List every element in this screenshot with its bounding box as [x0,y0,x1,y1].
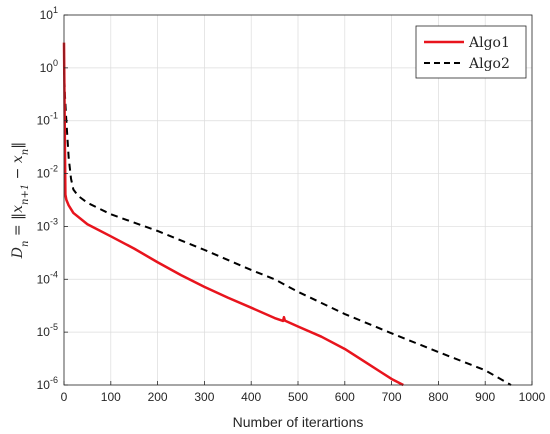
y-tick-base: 10 [40,8,54,22]
y-tick-exponent: -4 [50,269,58,279]
x-tick-label: 1000 [519,390,546,404]
x-tick-label: 300 [194,390,214,404]
x-tick-label: 700 [382,390,402,404]
y-tick-base: 10 [37,167,51,181]
y-tick-base: 10 [37,325,51,339]
x-tick-label: 800 [428,390,448,404]
y-tick-exponent: 1 [53,5,58,15]
y-tick-exponent: -5 [50,322,58,332]
x-tick-label: 200 [148,390,168,404]
y-tick-label: 10-6 [37,375,58,392]
legend-label-algo2: Algo2 [468,56,510,72]
y-tick-label: 10-1 [37,111,58,128]
y-tick-exponent: -3 [50,216,58,226]
x-tick-label: 500 [288,390,308,404]
y-tick-exponent: -2 [50,164,58,174]
legend: Algo1 Algo2 [415,25,527,79]
y-tick-label: 100 [40,58,58,75]
axis-ticks: 0 100 200 300 400 500 600 700 800 900 100010-610-5… [37,5,546,404]
y-tick-base: 10 [37,114,51,128]
y-tick-label: 10-5 [37,322,58,339]
y-tick-label: 10-4 [37,269,58,286]
series-line-algo1 [62,42,404,387]
series-layer [62,42,512,387]
x-tick-label: 900 [475,390,495,404]
x-tick-label: 600 [335,390,355,404]
legend-box [415,25,527,79]
y-tick-exponent: 0 [53,58,58,68]
x-tick-label: 400 [241,390,261,404]
y-tick-label: 101 [40,5,58,22]
x-axis-label: Number of iterartions [233,414,364,430]
legend-label-algo1: Algo1 [468,35,510,51]
x-tick-label: 100 [101,390,121,404]
y-tick-label: 10-3 [37,216,58,233]
y-tick-base: 10 [37,272,51,286]
y-tick-exponent: -1 [50,111,58,121]
y-tick-exponent: -6 [50,375,58,385]
y-axis-label: Dn = ‖xn+1 − xn‖ [10,142,31,259]
y-tick-base: 10 [40,61,54,75]
y-tick-label: 10-2 [37,164,58,181]
x-tick-label: 0 [61,390,68,404]
y-tick-base: 10 [37,378,51,392]
y-tick-base: 10 [37,219,51,233]
series-line-algo2 [63,67,512,386]
